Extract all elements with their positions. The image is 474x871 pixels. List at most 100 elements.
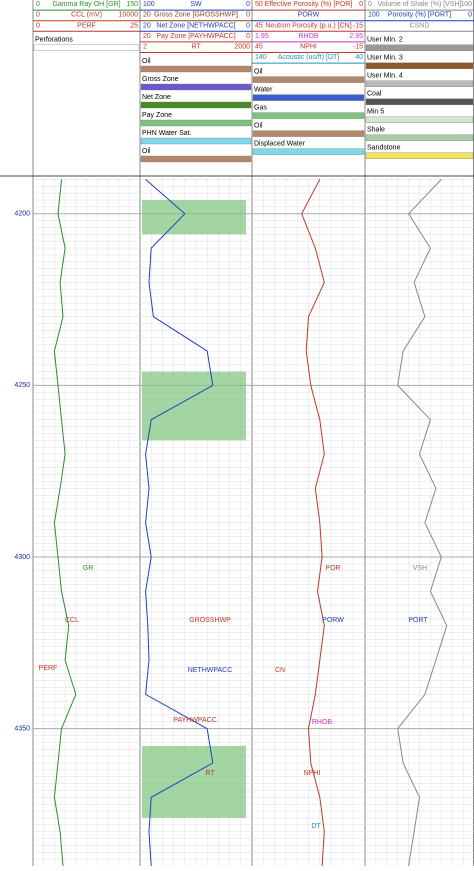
scale-left: 0 bbox=[36, 12, 40, 19]
pay-zone bbox=[142, 371, 246, 441]
scale-right: 150 bbox=[126, 1, 138, 8]
legend-swatch bbox=[140, 101, 252, 109]
scale-right: 2000 bbox=[234, 44, 250, 51]
scale-left: 2 bbox=[143, 44, 147, 51]
curve-label: CCL bbox=[65, 617, 79, 624]
pay-zone bbox=[142, 745, 246, 818]
curve-name: Effective Porosity (%) [POR] bbox=[265, 1, 353, 8]
legend-swatch bbox=[252, 130, 365, 137]
legend-swatch bbox=[252, 112, 365, 119]
legend-swatch bbox=[365, 152, 474, 159]
legend-label: User Min. 4 bbox=[367, 73, 403, 80]
curve-label: DT bbox=[311, 823, 321, 830]
scale-right: 0 bbox=[246, 1, 250, 8]
curve-label: NPHI bbox=[304, 770, 321, 777]
legend-swatch bbox=[252, 94, 365, 101]
curve-label: RHOB bbox=[312, 719, 333, 726]
legend-label: Min 5 bbox=[367, 109, 384, 116]
legend-label: Coal bbox=[367, 91, 382, 98]
curve-label: VSH bbox=[413, 565, 427, 572]
scale-right: 40 bbox=[355, 54, 363, 61]
curve-name: CSND bbox=[410, 22, 430, 29]
legend-swatch bbox=[140, 119, 252, 127]
curve-name: PORW bbox=[298, 12, 320, 19]
legend-swatch bbox=[252, 76, 365, 83]
scale-left: 45 bbox=[255, 44, 263, 51]
curve-name: Net Zone [NETHWPACC] bbox=[156, 22, 235, 29]
scale-right: 0 bbox=[359, 1, 363, 8]
scale-right: -15 bbox=[353, 44, 363, 51]
legend-swatch bbox=[252, 148, 365, 155]
legend-label: Oil bbox=[254, 122, 263, 129]
legend-label: Oil bbox=[254, 68, 263, 75]
legend-label: Perforations bbox=[35, 37, 73, 44]
scale-left: 0 bbox=[368, 1, 372, 8]
legend-label: Gross Zone bbox=[142, 76, 179, 83]
scale-right: 100 bbox=[460, 1, 472, 8]
depth-label: 4350 bbox=[14, 726, 30, 733]
legend-label: Shale bbox=[367, 127, 385, 134]
scale-right: 2.95 bbox=[349, 33, 363, 40]
gr-curve bbox=[53, 179, 77, 867]
scale-left: 0 bbox=[36, 22, 40, 29]
curve-label: POR bbox=[325, 565, 340, 572]
scale-right: 0 bbox=[468, 12, 472, 19]
scale-right: 25 bbox=[130, 22, 138, 29]
scale-left: 50 bbox=[255, 1, 263, 8]
por-curve bbox=[301, 179, 325, 867]
curve-name: SW bbox=[190, 1, 202, 8]
scale-right: 10000 bbox=[119, 12, 139, 19]
scale-right: -15 bbox=[353, 22, 363, 29]
legend-label: Oil bbox=[142, 58, 151, 65]
legend-label: Sandstone bbox=[367, 145, 401, 152]
legend-swatch bbox=[33, 44, 140, 51]
pay-zone bbox=[142, 200, 246, 235]
legend-swatch bbox=[365, 116, 474, 123]
legend-swatch bbox=[365, 62, 474, 69]
curve-label: GR bbox=[83, 565, 94, 572]
legend-label: PHN Water Sat. bbox=[142, 130, 192, 137]
vsh-curve bbox=[397, 179, 448, 867]
scale-right: 0 bbox=[246, 33, 250, 40]
curve-name: Volume of Shale (%) [VSH] bbox=[377, 1, 461, 8]
scale-left: 0 bbox=[36, 1, 40, 8]
curve-name: PERF bbox=[77, 22, 96, 29]
curve-name: Gross Zone [GROSSHWP] bbox=[154, 12, 238, 19]
legend-swatch bbox=[140, 137, 252, 145]
sw-curve bbox=[145, 179, 214, 867]
curve-name: CCL (mV) bbox=[71, 12, 102, 19]
curve-name: Acoustic (us/ft) [DT] bbox=[278, 54, 340, 61]
depth-label: 4200 bbox=[14, 211, 30, 218]
curve-name: RHOB bbox=[298, 33, 319, 40]
curve-name: NPHI bbox=[300, 44, 317, 51]
curve-label: PERF bbox=[39, 665, 58, 672]
legend-swatch bbox=[365, 98, 474, 105]
legend-swatch bbox=[140, 83, 252, 91]
scale-left: 100 bbox=[143, 1, 155, 8]
curve-label: RT bbox=[205, 770, 215, 777]
curve-label: PORT bbox=[408, 617, 428, 624]
scale-left: 100 bbox=[368, 12, 380, 19]
curve-name: Neutron Porosity (p.u.) [CN] bbox=[265, 22, 351, 29]
legend-label: Oil bbox=[142, 148, 151, 155]
scale-left: 20 bbox=[143, 22, 151, 29]
legend-swatch bbox=[365, 44, 474, 51]
legend-swatch bbox=[140, 65, 252, 73]
curve-label: NETHWPACC bbox=[188, 667, 233, 674]
scale-right: 0 bbox=[246, 12, 250, 19]
curve-name: RT bbox=[191, 44, 201, 51]
legend-label: Net Zone bbox=[142, 94, 171, 101]
scale-left: 45 bbox=[255, 22, 263, 29]
curve-label: GROSSHWP bbox=[189, 617, 231, 624]
legend-label: Gas bbox=[254, 104, 267, 111]
curve-label: CN bbox=[275, 667, 285, 674]
legend-label: Pay Zone bbox=[142, 112, 172, 119]
curve-label: PAYHWPACC bbox=[173, 717, 217, 724]
legend-label: Water bbox=[254, 86, 273, 93]
curve-name: Porosity (%) [PORT] bbox=[388, 12, 451, 19]
legend-swatch bbox=[365, 134, 474, 141]
curve-label: PORW bbox=[322, 617, 344, 624]
legend-swatch bbox=[140, 155, 252, 163]
scale-left: 20 bbox=[143, 12, 151, 19]
